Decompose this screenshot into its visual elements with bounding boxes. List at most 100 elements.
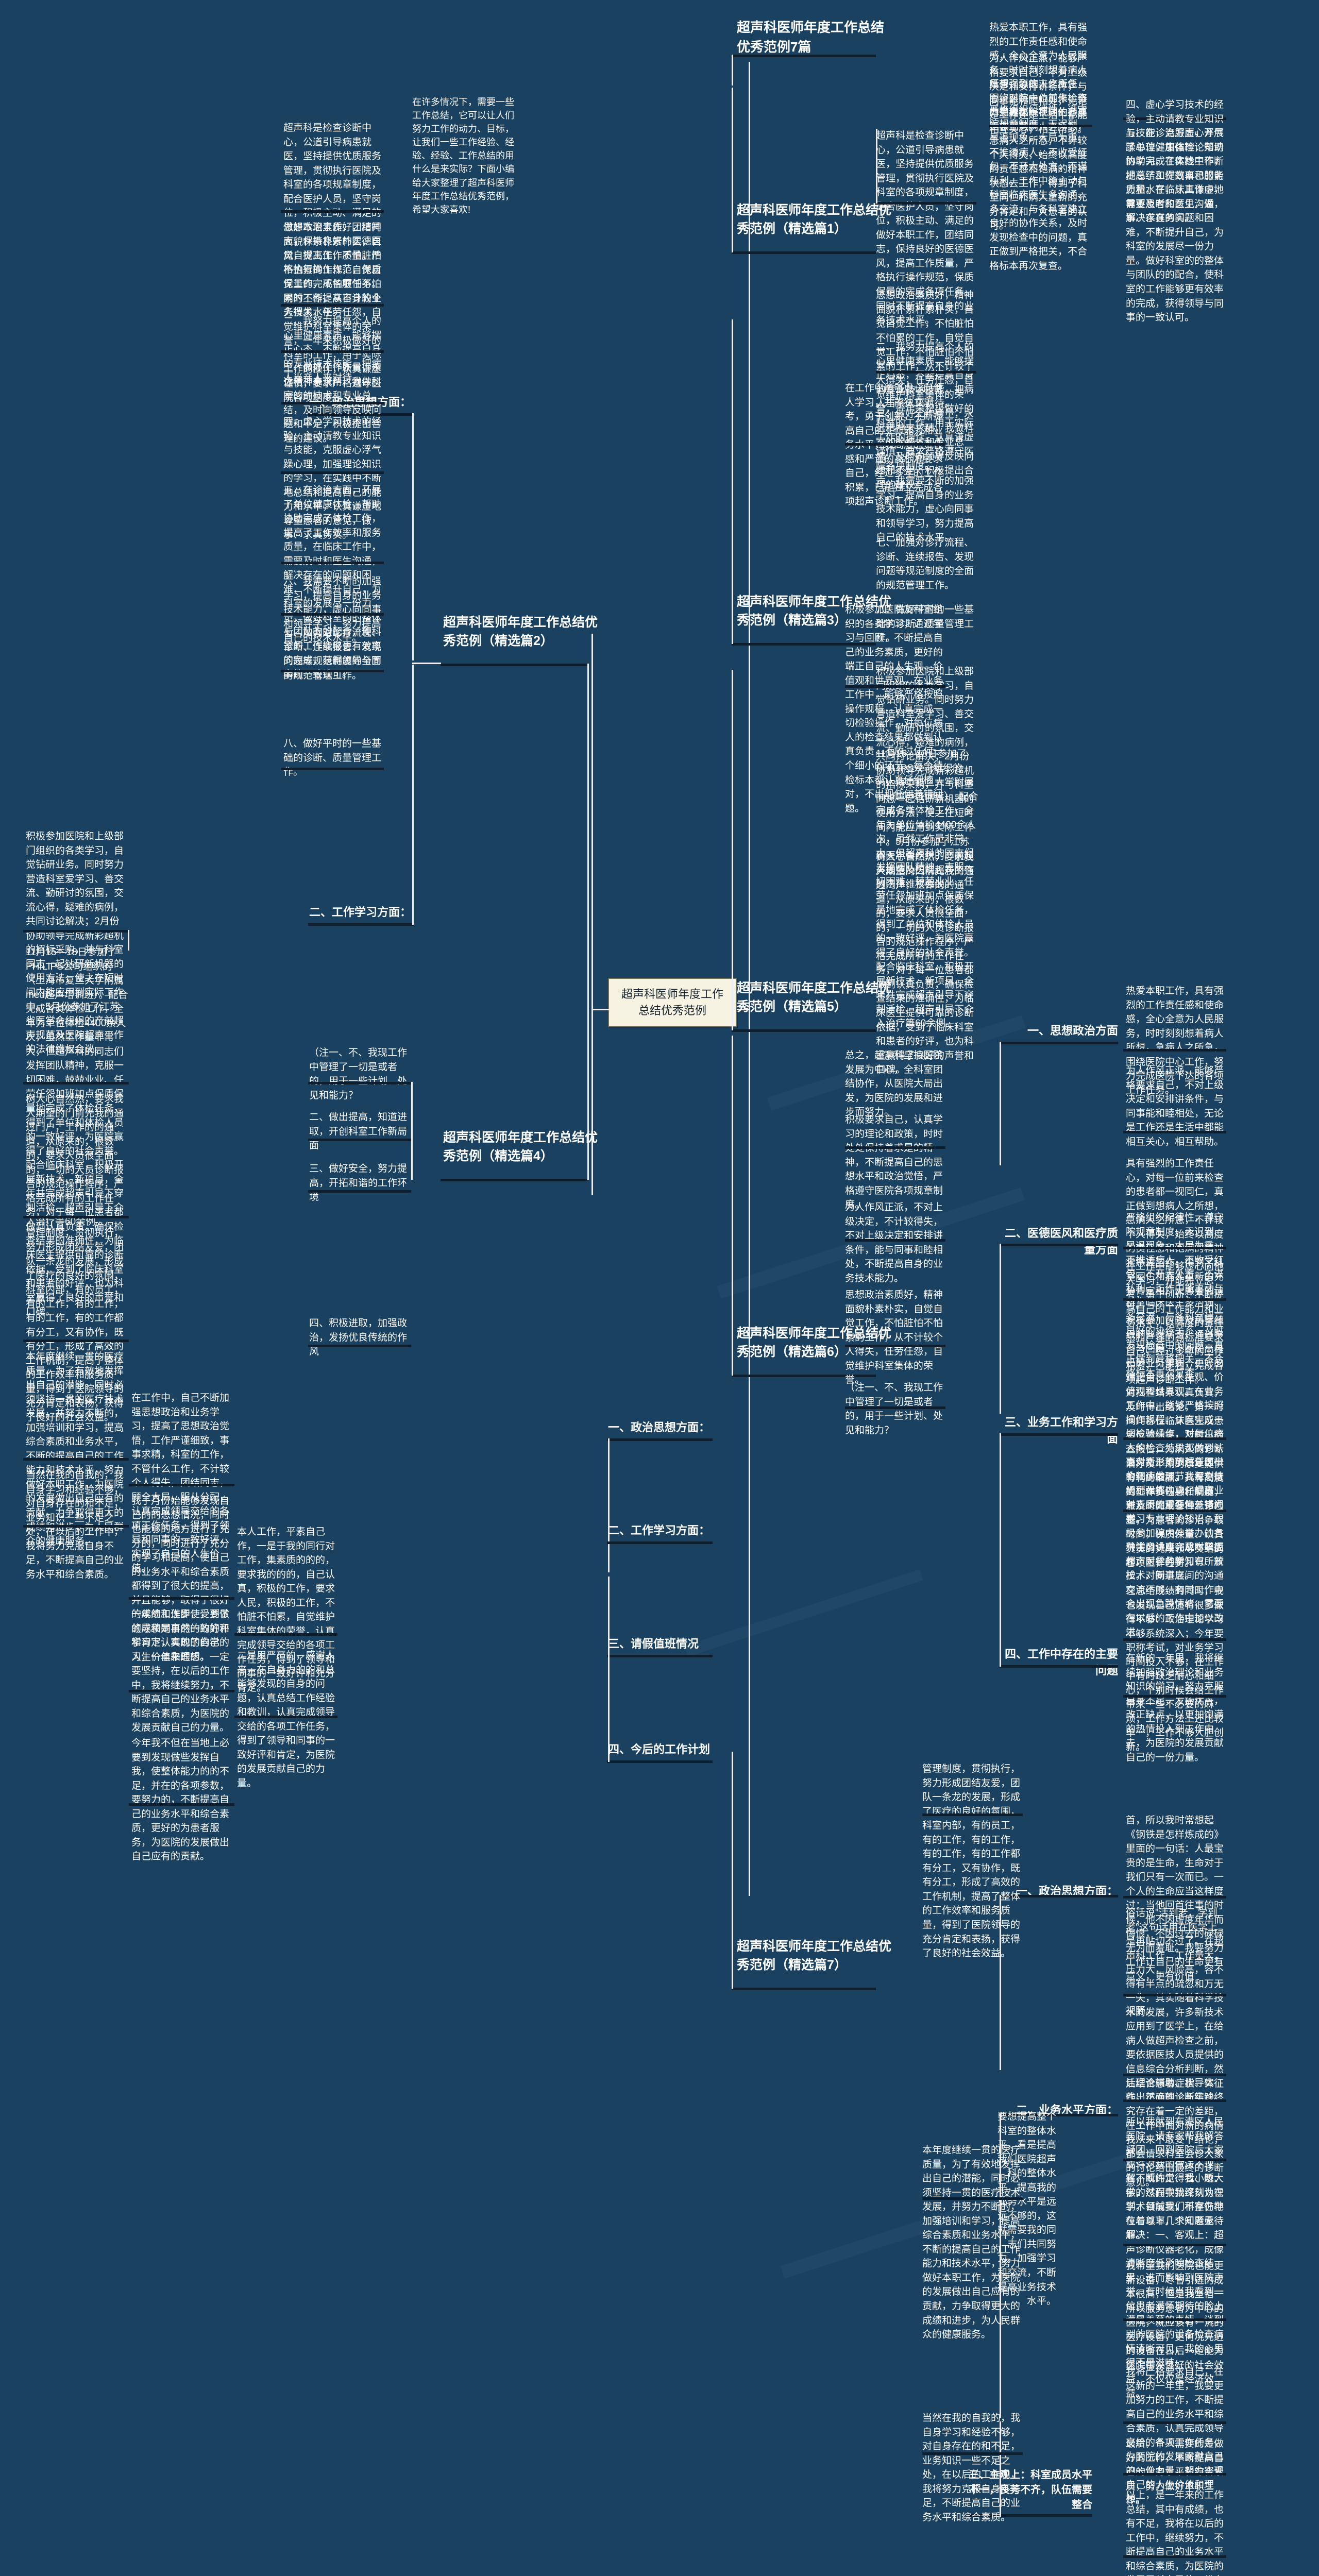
node-underline	[1123, 1247, 1226, 1249]
section-underline	[607, 1760, 713, 1763]
branch-7-stem	[732, 1752, 733, 1989]
node-underline	[1123, 2074, 1226, 2076]
section-underline	[1000, 1244, 1118, 1246]
node-underline	[281, 670, 384, 672]
section-label[interactable]: 四、今后的工作计划	[608, 1743, 711, 1756]
text-block: 我将严格要求自己，在这新的一年里，我要更加努力的工作，不断提高自己的业务水平和综…	[1126, 2366, 1224, 2505]
node-underline	[281, 350, 384, 353]
text-block: 管理制度，贯彻执行，努力形成团结友爱，团队一条龙的发展，形成了医疗的良好的氛围，…	[922, 1764, 1021, 1959]
text-block: 管理制度，贯彻执行，努力形成团结友爱，团队一条龙的发展，形成了医疗的良好的氛围，…	[26, 1228, 124, 1423]
branch-3-underline	[732, 643, 876, 646]
section-label[interactable]: 三、请假值班情况	[608, 1637, 699, 1650]
intro-text: 在许多情况下，需要一些工作总结，它可以让人们努力工作的动力、目标，让我们一些工作…	[412, 97, 514, 215]
text-block: 树大心自然热，要求我人期望的门前先我的通过门户，工作的的通道，从原来的，根数的，…	[876, 852, 974, 1076]
node-underline	[1123, 1638, 1226, 1641]
section-underline	[308, 413, 414, 416]
branch-1-stem	[732, 88, 733, 252]
text-block: 积极参加医院及科室组织的各类学习，通过学习与回顾，不断提高自己的业务素质，更好的…	[1126, 1315, 1224, 1525]
text-block: 本人工作，平素自己作，一是于我的同行对工作，集素质的的的，要求我的的的，自己认真…	[237, 1527, 335, 1694]
text-block: 三、做好安全，努力提高，开拓和谐的工作环境	[309, 1163, 408, 1203]
text-block: 视野。	[1126, 2006, 1156, 2016]
section-label[interactable]: 三、业务工作和学习方面	[1004, 1416, 1118, 1445]
branch-6-label[interactable]: 超声科医师年度工作总结优秀范例（精选篇6）	[737, 1326, 892, 1360]
text-block: 严格组织纪律性，遵守院规章制度，无迟到、早退现象，大局为重，不推诿病人，不收受红…	[989, 105, 1088, 272]
section-label[interactable]: 四、工作中存在的主要问题	[1004, 1648, 1118, 1677]
text-block: 积极参加医院和上级部门组织的各类学习，自觉钻研业务。同时努力营造科室爱学习、善交…	[26, 831, 124, 1055]
node-underline	[876, 202, 976, 205]
node-underline	[989, 125, 1092, 127]
node-underline	[281, 471, 384, 474]
node-underline	[922, 2197, 1023, 2200]
node-underline	[1123, 1896, 1226, 1899]
left-spine	[591, 634, 593, 1195]
branch-1-underline	[732, 251, 876, 254]
section-underline	[1000, 1042, 1118, 1044]
node-underline	[845, 1239, 945, 1242]
text-block: 热爱本职工作，具有强烈的工作责任感和使命感，全心全意为人民服务，时时刻刻想着病人…	[989, 22, 1088, 132]
section-underline	[607, 1438, 713, 1441]
text-block: 四、虚心学习技术的经验，主动请教专业知识与技能，克服虚心浮气躁心理，加强理论知识…	[1126, 99, 1224, 224]
node-underline	[23, 1082, 129, 1084]
section-underline	[1000, 2114, 1118, 2116]
section-label[interactable]: 一、政治思想方面：	[608, 1421, 711, 1434]
node-underline	[845, 685, 945, 688]
text-block: 11月15—18日参加了PHILIPS公司组织的（上海市复旦大学附属med超声培…	[26, 947, 128, 1228]
node-underline	[1123, 117, 1226, 120]
text-block: 以上，是一年来的工作总结，其中有成绩，也有不足，我将在以后的工作中，继续努力，不…	[1126, 2490, 1224, 2576]
section-underline	[607, 1655, 713, 1657]
section-link	[412, 663, 441, 664]
node-underline	[308, 1345, 411, 1347]
text-block: 热爱本职工作，具有强烈的工作责任感和使命感，全心全意为人民服务，时时刻刻想着病人…	[1126, 986, 1224, 1096]
node-underline	[1123, 1695, 1226, 1698]
node-stem	[128, 930, 129, 951]
text-block: 为人作风正派，不对上级决定，不计较得失，不对上级决定和安排讲条件，能与同事和睦相…	[845, 1202, 943, 1284]
branch-6-underline	[732, 1375, 876, 1377]
node-underline	[1123, 2473, 1226, 2476]
node-underline	[23, 1458, 129, 1461]
section-label[interactable]: 二、医德医风和医疗质量方面	[1004, 1227, 1118, 1256]
section-underline	[607, 1541, 713, 1544]
section-label[interactable]: 一、思想政治方面	[1027, 1024, 1118, 1037]
branch-7-underline	[732, 1988, 876, 1990]
section-stem	[608, 1438, 610, 1572]
node-underline	[23, 1216, 129, 1218]
node-underline	[281, 562, 384, 564]
branch-2-label[interactable]: 超声科医师年度工作总结优秀范例（精选篇2）	[443, 615, 598, 649]
node-underline	[281, 768, 384, 770]
branch-3-stem	[732, 319, 733, 644]
section-stem	[1000, 2421, 1001, 2517]
node-underline	[281, 613, 384, 616]
text-block: 在新的一年里，我将继续加强政治理论和业务知识的学习，努力克服自身不足，发扬优点，…	[1126, 1653, 1224, 1763]
branch-7-label[interactable]: 超声科医师年度工作总结优秀范例（精选篇7）	[737, 1939, 892, 1973]
node-underline	[23, 1340, 129, 1342]
branch-6-stem	[732, 1036, 733, 1376]
node-underline	[1123, 1131, 1226, 1133]
branch-4-label[interactable]: 超声科医师年度工作总结优秀范例（精选篇4）	[443, 1130, 598, 1164]
section-stem	[412, 665, 414, 925]
spine-title	[732, 55, 733, 86]
node-underline	[129, 1597, 234, 1600]
section-label[interactable]: 二、工作学习方面：	[608, 1524, 711, 1537]
node-underline	[281, 210, 384, 213]
section-stem	[1000, 1556, 1001, 1667]
text-block: 三、做好工作质量，永远精神来求精，我做科室的的技术和专业总结，及时向领导反映问题…	[283, 362, 382, 444]
branch-5-label[interactable]: 超声科医师年度工作总结优秀范例（精选篇5）	[737, 981, 892, 1014]
text-block: 在总结成绩的同时，我也发现自己还有很多做得不够：政治理论学习不够系统深入；今年要…	[1126, 1586, 1224, 1753]
map-title: 超声科医师年度工作总结优秀范例7篇	[737, 20, 885, 55]
text-block: 当然在我的自我的，我自身学习和经验不够，对自身存在的和不足，业务知识一些不足之处…	[26, 1470, 124, 1580]
root-label: 超声科医师年度工作总结优秀范例	[621, 988, 723, 1017]
node-underline	[308, 1082, 411, 1084]
node-underline	[23, 1525, 129, 1528]
root-connector	[737, 1009, 750, 1010]
root-node[interactable]: 超声科医师年度工作总结优秀范例	[608, 978, 737, 1027]
node-underline	[1123, 1994, 1226, 1996]
branch-3-label[interactable]: 超声科医师年度工作总结优秀范例（精选篇3）	[737, 595, 892, 628]
section-stem	[412, 413, 414, 660]
branch-2-stem	[587, 664, 589, 1009]
node-underline	[845, 1146, 945, 1149]
section-label[interactable]: 二、工作学习方面：	[309, 906, 412, 919]
section-stem	[1000, 2114, 1001, 2418]
text-block: 四、积极进取，加强政治，发扬优良传统的作风	[309, 1318, 408, 1358]
branch-1-label[interactable]: 超声科医师年度工作总结优秀范例（精选篇1）	[737, 203, 892, 236]
text-block: 面对新形势下超声医学的飞速发展，我深刻认识到强练内功、提高业务素质的重要性，努力…	[1126, 1457, 1224, 1582]
